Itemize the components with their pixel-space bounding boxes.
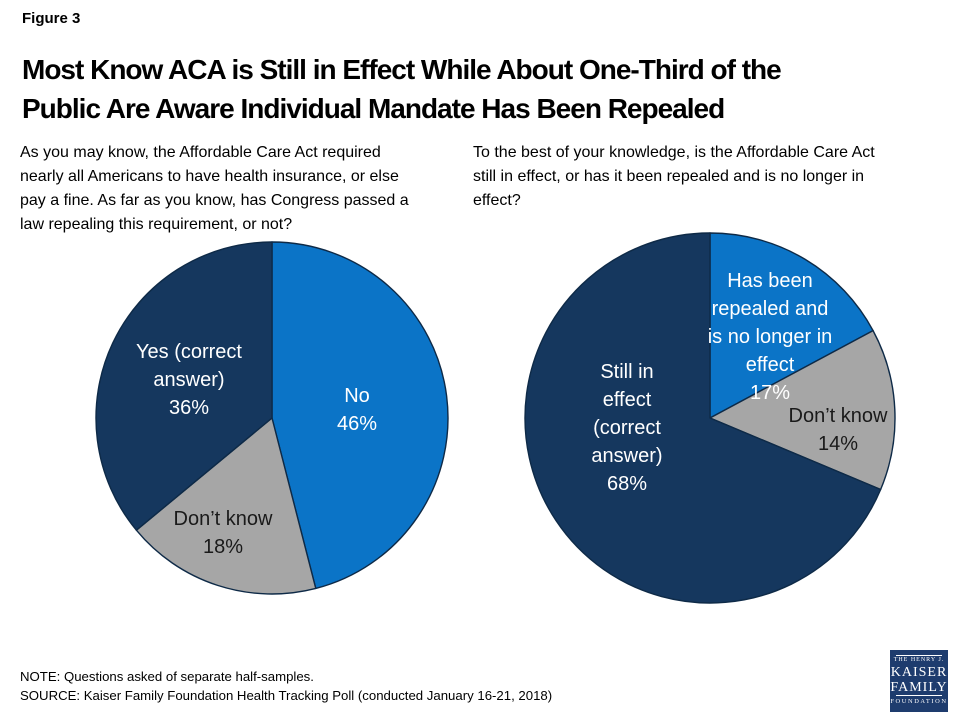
question-right: To the best of your knowledge, is the Af… <box>473 144 875 209</box>
logo-line-kaiser: KAISER <box>890 665 948 680</box>
pie-slice <box>271 241 449 590</box>
slice-label-no: No 46% <box>336 385 378 435</box>
source-text: SOURCE: Kaiser Family Foundation Health … <box>20 688 553 703</box>
right-pie-svg <box>524 232 896 604</box>
logo-line-family: FAMILY <box>890 680 948 695</box>
slice-label-repealed: Has been repealed and is no longer in ef… <box>707 270 833 404</box>
logo-line-henry: THE HENRY J. <box>893 657 945 663</box>
kff-logo: THE HENRY J. KAISER FAMILY FOUNDATION <box>890 650 948 712</box>
pie-slice <box>524 232 882 604</box>
pie-chart-left: No 46% Don’t know 18% Yes (correct answe… <box>82 228 462 608</box>
pie-chart-right: Has been repealed and is no longer in ef… <box>515 223 905 613</box>
slice-label-yes: Yes (correct answer) 36% <box>136 341 242 419</box>
note-text: NOTE: Questions asked of separate half-s… <box>20 669 314 684</box>
pie-slice <box>95 241 273 531</box>
logo-line-foundation: FOUNDATION <box>890 698 948 705</box>
logo-rule-bottom <box>896 695 942 696</box>
page-title: Most Know ACA is Still in Effect While A… <box>22 54 782 124</box>
slice-label-dont-know: Don’t know 14% <box>788 405 888 455</box>
pie-slice <box>709 329 896 491</box>
left-pie-svg <box>95 241 449 595</box>
slice-label-still-effect: Still in effect (correct answer) 68% <box>591 361 663 495</box>
figure-label: Figure 3 <box>22 10 81 27</box>
slice-label-dont-know: Don’t know 18% <box>173 508 273 558</box>
pie-slice <box>135 417 317 595</box>
question-left: As you may know, the Affordable Care Act… <box>20 144 409 233</box>
pie-slice <box>709 232 874 419</box>
logo-rule-top <box>896 655 942 656</box>
